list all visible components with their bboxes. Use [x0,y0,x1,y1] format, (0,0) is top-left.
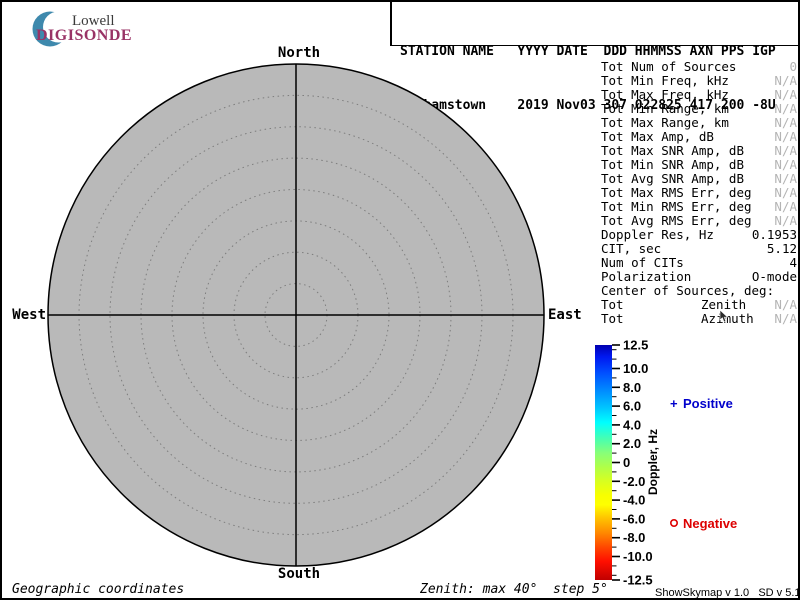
parameter-label: CIT, sec [601,241,662,256]
parameter-label: Tot [601,297,624,312]
negative-marker-icon [670,519,679,528]
parameter-row: Tot Avg SNR Amp, dB N/A [601,172,797,186]
center-of-sources-row: Tot Azimuth N/A [601,312,797,326]
coordinates-mode-label: Geographic coordinates [12,582,185,597]
skymap-plot [47,63,545,567]
parameter-label: Num of CITs [601,255,684,270]
parameter-row: Tot Min Freq, kHz N/A [601,74,797,88]
parameter-value: N/A [774,171,797,186]
colorbar-tick-label: 2.0 [623,436,641,451]
parameter-label: Tot Avg RMS Err, deg [601,213,752,228]
parameter-label: Tot Min Freq, kHz [601,73,729,88]
colorbar-tick-label: -6.0 [623,511,645,526]
parameter-value: 4 [789,255,797,270]
parameter-label: Tot Max Range, km [601,115,729,130]
parameter-value: 0.1953 [751,227,797,242]
parameter-value: N/A [774,101,797,116]
parameter-label: Tot Num of Sources [601,59,737,74]
parameter-label: Doppler Res, Hz [601,227,714,242]
colorbar-tick-label: 10.0 [623,361,648,376]
colorbar-tick-label: 8.0 [623,380,641,395]
parameter-value: N/A [774,87,797,102]
colorbar-tick-label: 12.5 [623,338,648,353]
mouse-cursor-icon [719,310,729,323]
parameter-label: Tot Min RMS Err, deg [601,199,752,214]
parameter-value: N/A [774,73,797,88]
parameter-mid-label: Azimuth [701,311,754,326]
parameter-label: Tot Max SNR Amp, dB [601,143,744,158]
compass-label-west: West [12,307,46,323]
parameter-row: Tot Max SNR Amp, dB N/A [601,144,797,158]
parameter-value: N/A [774,297,797,312]
colorbar-gradient [595,345,612,580]
colorbar-tick-label: 0 [623,455,630,470]
parameter-row: Tot Min RMS Err, deg N/A [601,200,797,214]
parameter-value: 5.12 [766,241,797,256]
colorbar-tick-label: -8.0 [623,530,645,545]
parameter-label: Tot [601,311,624,326]
parameter-mid-label: Zenith [701,297,747,312]
parameter-value: N/A [774,311,797,326]
parameter-value: N/A [774,115,797,130]
parameter-value: N/A [774,143,797,158]
doppler-colorbar: 12.5 10.0 8.0 6.0 4.0 2.0 0 -2.0 -4.0 -6.0 -8.0 -10… [595,338,737,588]
parameter-label: Tot Max RMS Err, deg [601,185,752,200]
negative-legend-label: Negative [683,516,737,531]
parameter-row: Tot Max Freq, kHz N/A [601,88,797,102]
parameter-label: Center of Sources, deg: [601,283,775,298]
logo: Lowell DIGISONDE [10,6,380,47]
compass-label-east: East [548,307,582,323]
compass-label-south: South [277,566,321,582]
parameter-label: Tot Min Range, km [601,101,729,116]
colorbar-tick-labels: 12.5 10.0 8.0 6.0 4.0 2.0 0 -2.0 -4.0 -6.0 -8.0 -10… [623,338,653,588]
parameter-label: Tot Max Amp, dB [601,129,714,144]
parameter-row: Polarization O-mode [601,270,797,284]
parameters-panel: Tot Num of Sources 0 Tot Min Freq, kHz N/A T… [601,60,797,326]
parameter-value: N/A [774,199,797,214]
parameter-value: N/A [774,157,797,172]
parameter-value: 0 [789,59,797,74]
parameter-value: N/A [774,129,797,144]
logo-arc-icon [32,11,74,47]
parameter-value: O-mode [751,269,797,284]
zenith-range-label: Zenith: max 40° step 5° [420,582,608,597]
parameter-label: Tot Max Freq, kHz [601,87,729,102]
parameter-row: Doppler Res, Hz 0.1953 [601,228,797,242]
parameter-row: CIT, sec 5.12 [601,242,797,256]
header-vertical-divider [390,2,392,45]
parameter-label: Tot Min SNR Amp, dB [601,157,744,172]
colorbar-tick-label: -2.0 [623,474,645,489]
parameter-row: Tot Max Range, km N/A [601,116,797,130]
center-of-sources-row: Tot Zenith N/A [601,298,797,312]
positive-legend-label: Positive [683,396,733,411]
header-horizontal-divider [390,45,798,46]
colorbar-axis-title: Doppler, Hz [646,429,660,495]
colorbar-ticks [612,344,620,581]
parameter-row: Tot Avg RMS Err, deg N/A [601,214,797,228]
parameter-row: Num of CITs 4 [601,256,797,270]
logo-digisonde-text: DIGISONDE [36,27,133,44]
compass-label-north: North [277,45,321,61]
colorbar-tick-label: -10.0 [623,549,653,564]
software-version-label: ShowSkymap v 1.0 SD v 5.1 [655,587,800,599]
parameter-row: Center of Sources, deg: [601,284,797,298]
parameter-row: Tot Num of Sources 0 [601,60,797,74]
parameter-row: Tot Max RMS Err, deg N/A [601,186,797,200]
parameter-value: N/A [774,213,797,228]
logo-lowell-text: Lowell [72,13,115,29]
station-header-columns: STATION NAME YYYY DATE DDD HHMMSS AXN PP… [400,44,776,59]
positive-marker-icon: + [670,396,678,411]
parameter-label: Polarization [601,269,692,284]
colorbar-tick-label: -12.5 [623,573,653,588]
parameter-row: Tot Min Range, km N/A [601,102,797,116]
parameter-value: N/A [774,185,797,200]
colorbar-tick-label: 4.0 [623,417,641,432]
colorbar-tick-label: -4.0 [623,493,645,508]
parameter-label: Tot Avg SNR Amp, dB [601,171,744,186]
colorbar-tick-label: 6.0 [623,399,641,414]
parameter-row: Tot Min SNR Amp, dB N/A [601,158,797,172]
parameter-row: Tot Max Amp, dB N/A [601,130,797,144]
